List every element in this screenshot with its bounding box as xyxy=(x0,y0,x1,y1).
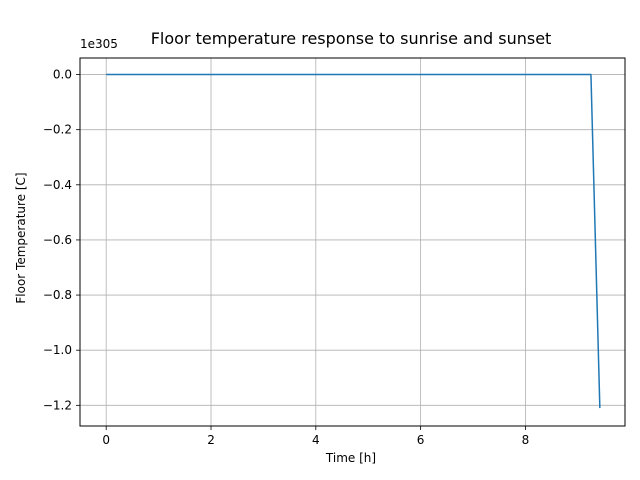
x-tick-label: 6 xyxy=(417,433,425,447)
grid-layer xyxy=(80,58,625,426)
plot-frame xyxy=(79,57,626,427)
series-layer xyxy=(106,73,601,409)
y-tick-label: −1.0 xyxy=(43,343,72,357)
series-line xyxy=(106,73,601,409)
y-tick-label: −0.8 xyxy=(43,288,72,302)
y-tick-label: −0.6 xyxy=(43,233,72,247)
x-tick-label: 2 xyxy=(207,433,215,447)
x-tick-label: 0 xyxy=(102,433,110,447)
x-tick-label: 4 xyxy=(312,433,320,447)
y-tick-label: 0.0 xyxy=(53,68,72,82)
y-tick-label: −0.2 xyxy=(43,123,72,137)
chart-title: Floor temperature response to sunrise an… xyxy=(151,29,552,48)
y-axis-offset-label: 1e305 xyxy=(80,37,118,51)
y-tick-label: −1.2 xyxy=(43,398,72,412)
tick-layer: 0 2 4 6 8 0.0 −0.2 −0.4 −0.6 −0.8 −1.0 −1.2 xyxy=(43,68,529,447)
y-tick-label: −0.4 xyxy=(43,178,72,192)
x-axis-label: Time [h] xyxy=(325,451,376,465)
y-axis-label: Floor Temperature [C] xyxy=(14,172,28,303)
x-tick-label: 8 xyxy=(522,433,530,447)
